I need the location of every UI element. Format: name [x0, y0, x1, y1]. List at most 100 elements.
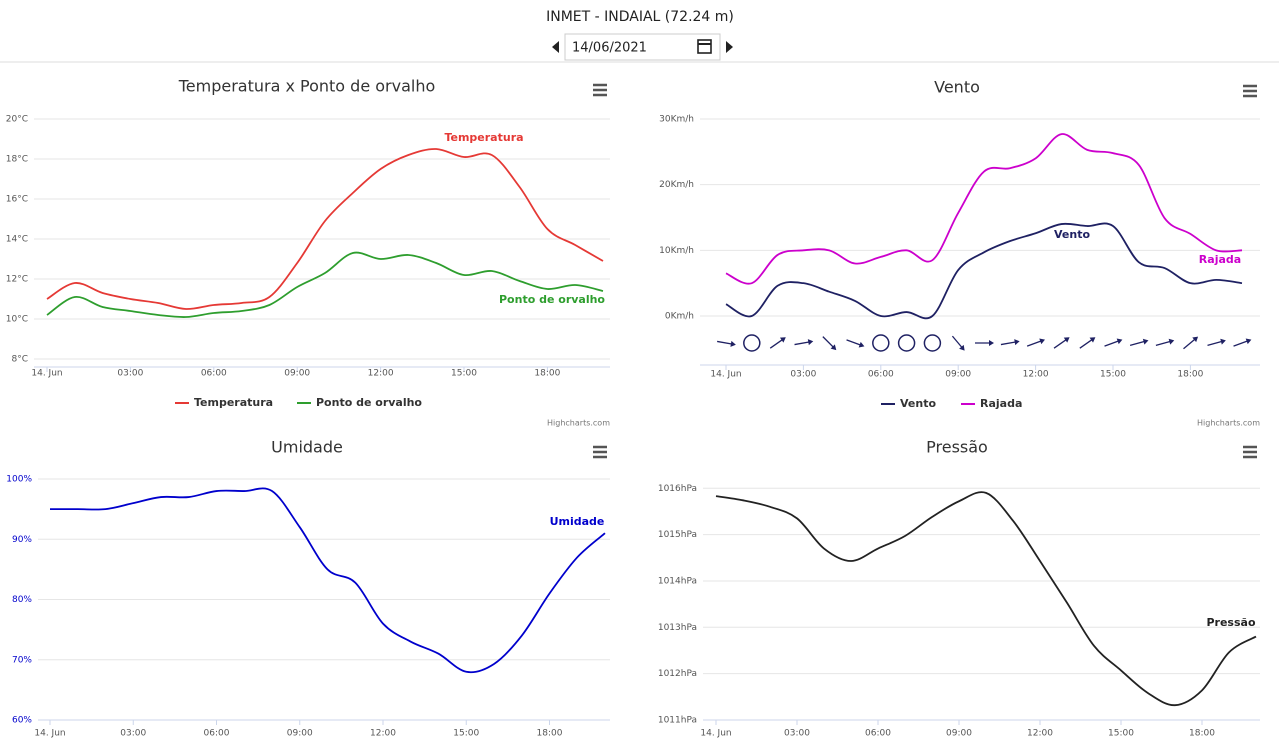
arrow-head [730, 340, 736, 347]
legend-label: Vento [900, 397, 936, 410]
arrow-head [1168, 338, 1175, 345]
date-input[interactable] [564, 33, 721, 61]
wind-arrow [1155, 338, 1175, 346]
y-tick-label: 30Km/h [659, 115, 694, 125]
legend-item[interactable]: Ponto de orvalho [297, 396, 422, 409]
calendar-icon[interactable] [697, 39, 712, 54]
chart-title: Vento [934, 78, 980, 97]
series-label: Vento [1054, 228, 1090, 241]
arrow-head [1245, 338, 1252, 345]
y-tick-label: 1014hPa [658, 576, 697, 586]
y-tick-label: 10Km/h [659, 246, 694, 256]
y-tick-label: 20Km/h [659, 180, 694, 190]
chart-menu[interactable] [593, 445, 607, 459]
y-tick-label: 1015hPa [658, 530, 697, 540]
wind-arrow [975, 340, 994, 346]
wind-arrow [1079, 337, 1096, 349]
y-tick-label: 14°C [6, 235, 28, 245]
y-tick-label: 60% [12, 716, 32, 726]
next-day[interactable] [726, 41, 733, 53]
x-tick-label: 03:00 [790, 370, 816, 380]
legend-item[interactable]: Temperatura [175, 396, 273, 409]
arrow-head [989, 340, 994, 346]
arrow-head [1014, 339, 1020, 346]
x-tick-label: 14. Jun [700, 729, 731, 739]
calm-marker [923, 334, 942, 352]
series-line [46, 148, 604, 310]
y-tick-label: 16°C [6, 195, 28, 205]
series-line [715, 491, 1257, 707]
wind-arrow [1207, 338, 1226, 346]
x-tick-label: 14. Jun [34, 729, 65, 739]
wind-arrow [951, 335, 965, 351]
arrow-head [807, 339, 814, 346]
y-tick-label: 90% [12, 535, 32, 545]
calm-marker [743, 334, 761, 352]
chart-title: Temperatura x Ponto de orvalho [178, 77, 436, 96]
x-tick-label: 12:00 [1027, 729, 1053, 739]
credits: Highcharts.com [1197, 419, 1260, 428]
x-tick-label: 06:00 [865, 729, 891, 739]
series-label: Ponto de orvalho [499, 293, 605, 306]
legend-item[interactable]: Vento [881, 397, 936, 410]
x-tick-label: 06:00 [868, 370, 894, 380]
arrow-head [1192, 336, 1199, 343]
arrow-head [1116, 338, 1123, 345]
wind-arrow [1233, 338, 1252, 347]
arrow-head [858, 341, 865, 348]
legend-label: Temperatura [194, 396, 273, 409]
wind-arrow [1026, 338, 1045, 347]
y-tick-label: 1012hPa [658, 669, 697, 679]
station-title: INMET - INDAIAL (72.24 m) [546, 9, 734, 25]
y-tick-label: 1011hPa [658, 716, 697, 726]
y-tick-label: 1016hPa [658, 484, 697, 494]
arrow-head [1039, 338, 1045, 345]
x-tick-label: 18:00 [1189, 729, 1215, 739]
y-tick-label: 12°C [6, 275, 28, 285]
series-line [50, 487, 606, 674]
y-tick-label: 70% [12, 655, 32, 665]
legend-item[interactable]: Rajada [961, 397, 1022, 410]
wind-arrow [1000, 339, 1020, 346]
x-tick-label: 03:00 [120, 729, 146, 739]
legend-label: Rajada [980, 397, 1022, 410]
x-tick-label: 09:00 [946, 729, 972, 739]
legend-label: Ponto de orvalho [316, 396, 422, 409]
arrow-head [779, 337, 786, 343]
y-tick-label: 100% [6, 475, 32, 485]
chart-title: Umidade [271, 438, 343, 457]
chart-menu[interactable] [1243, 445, 1257, 459]
date-value: 14/06/2021 [572, 41, 647, 56]
x-tick-label: 15:00 [1100, 370, 1126, 380]
y-tick-label: 10°C [6, 315, 28, 325]
y-tick-label: 18°C [6, 155, 28, 165]
x-tick-label: 18:00 [1177, 370, 1203, 380]
y-tick-label: 0Km/h [665, 312, 694, 322]
y-tick-label: 20°C [6, 115, 28, 125]
x-tick-label: 03:00 [784, 729, 810, 739]
series-line [725, 222, 1243, 320]
chart-menu[interactable] [593, 83, 607, 97]
arrow-head [959, 344, 965, 351]
x-tick-label: 12:00 [370, 729, 396, 739]
chart-title: Pressão [926, 438, 988, 457]
credits: Highcharts.com [547, 419, 610, 428]
wind-arrow [1183, 336, 1199, 350]
wind-arrow [717, 340, 736, 347]
y-tick-label: 1013hPa [658, 623, 697, 633]
series-label: Pressão [1206, 616, 1255, 629]
arrow-head [830, 344, 837, 351]
arrow-head [1142, 338, 1149, 345]
arrow-head [1089, 337, 1096, 343]
x-tick-label: 09:00 [945, 370, 971, 380]
prev-day[interactable] [552, 41, 559, 53]
series-label: Temperatura [444, 131, 523, 144]
chart-menu[interactable] [1243, 84, 1257, 98]
y-tick-label: 80% [12, 595, 32, 605]
x-tick-label: 12:00 [1023, 370, 1049, 380]
series-label: Umidade [550, 515, 605, 528]
series-label: Rajada [1199, 253, 1241, 266]
y-tick-label: 8°C [11, 355, 28, 365]
x-tick-label: 15:00 [1108, 729, 1134, 739]
